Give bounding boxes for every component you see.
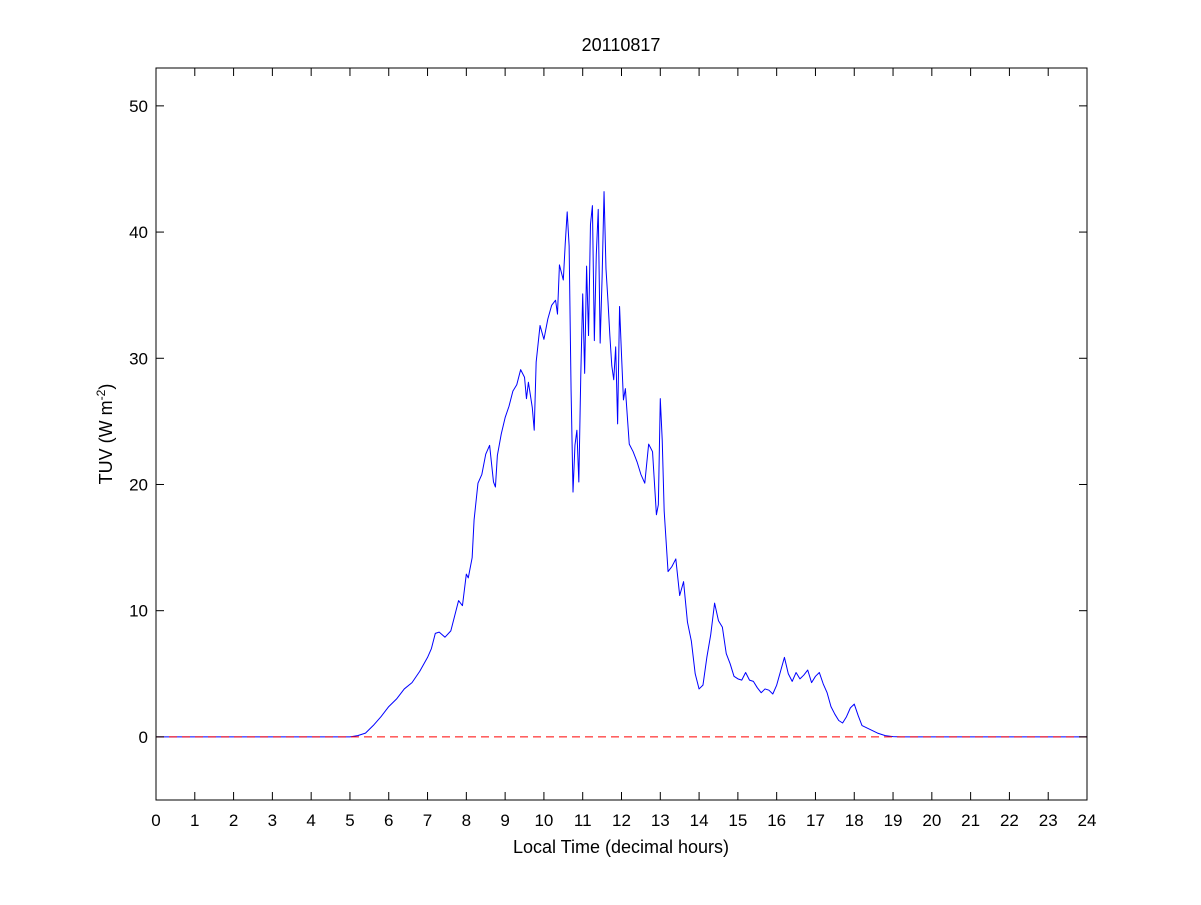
x-axis-label: Local Time (decimal hours) xyxy=(513,837,729,857)
x-tick-label: 1 xyxy=(190,811,199,830)
x-tick-label: 13 xyxy=(651,811,670,830)
x-tick-label: 5 xyxy=(345,811,354,830)
x-tick-label: 8 xyxy=(462,811,471,830)
tuv-series-line xyxy=(156,191,1087,738)
x-tick-label: 4 xyxy=(306,811,315,830)
x-tick-label: 18 xyxy=(845,811,864,830)
axes-layer: 0 1 2 3 4 5 6 7 8 9 10 11 12 13 14 15 16 17 18 19 20 21 22 23 24… xyxy=(129,67,1097,830)
x-tick-label: 23 xyxy=(1039,811,1058,830)
y-axis-label-main: TUV (W m xyxy=(96,400,116,484)
y-tick-label: 30 xyxy=(129,349,148,368)
x-tick-label: 22 xyxy=(1000,811,1019,830)
x-tick-label: 15 xyxy=(728,811,747,830)
y-axis-label-superscript: -2 xyxy=(94,389,108,400)
chart-title: 20110817 xyxy=(582,35,661,55)
x-tick-label: 7 xyxy=(423,811,432,830)
y-tick-label: 0 xyxy=(139,728,148,747)
x-tick-label: 14 xyxy=(690,811,709,830)
y-tick-label: 40 xyxy=(129,223,148,242)
x-tick-label: 3 xyxy=(268,811,277,830)
y-tick-label: 10 xyxy=(129,602,148,621)
y-tick-label: 50 xyxy=(129,97,148,116)
x-tick-label: 17 xyxy=(806,811,825,830)
x-tick-label: 12 xyxy=(612,811,631,830)
x-tick-label: 20 xyxy=(922,811,941,830)
x-tick-label: 2 xyxy=(229,811,238,830)
x-tick-label: 16 xyxy=(767,811,786,830)
x-tick-label: 24 xyxy=(1078,811,1097,830)
x-tick-label: 19 xyxy=(884,811,903,830)
x-tick-label: 6 xyxy=(384,811,393,830)
y-axis-label-suffix: ) xyxy=(96,384,116,390)
y-tick-label: 20 xyxy=(129,475,148,494)
x-tick-label: 0 xyxy=(151,811,160,830)
x-tick-label: 9 xyxy=(500,811,509,830)
x-tick-label: 10 xyxy=(534,811,553,830)
x-tick-label: 21 xyxy=(961,811,980,830)
x-tick-label: 11 xyxy=(574,811,592,830)
plot-layer xyxy=(156,191,1087,738)
y-axis-label: TUV (W m-2) xyxy=(94,384,116,485)
